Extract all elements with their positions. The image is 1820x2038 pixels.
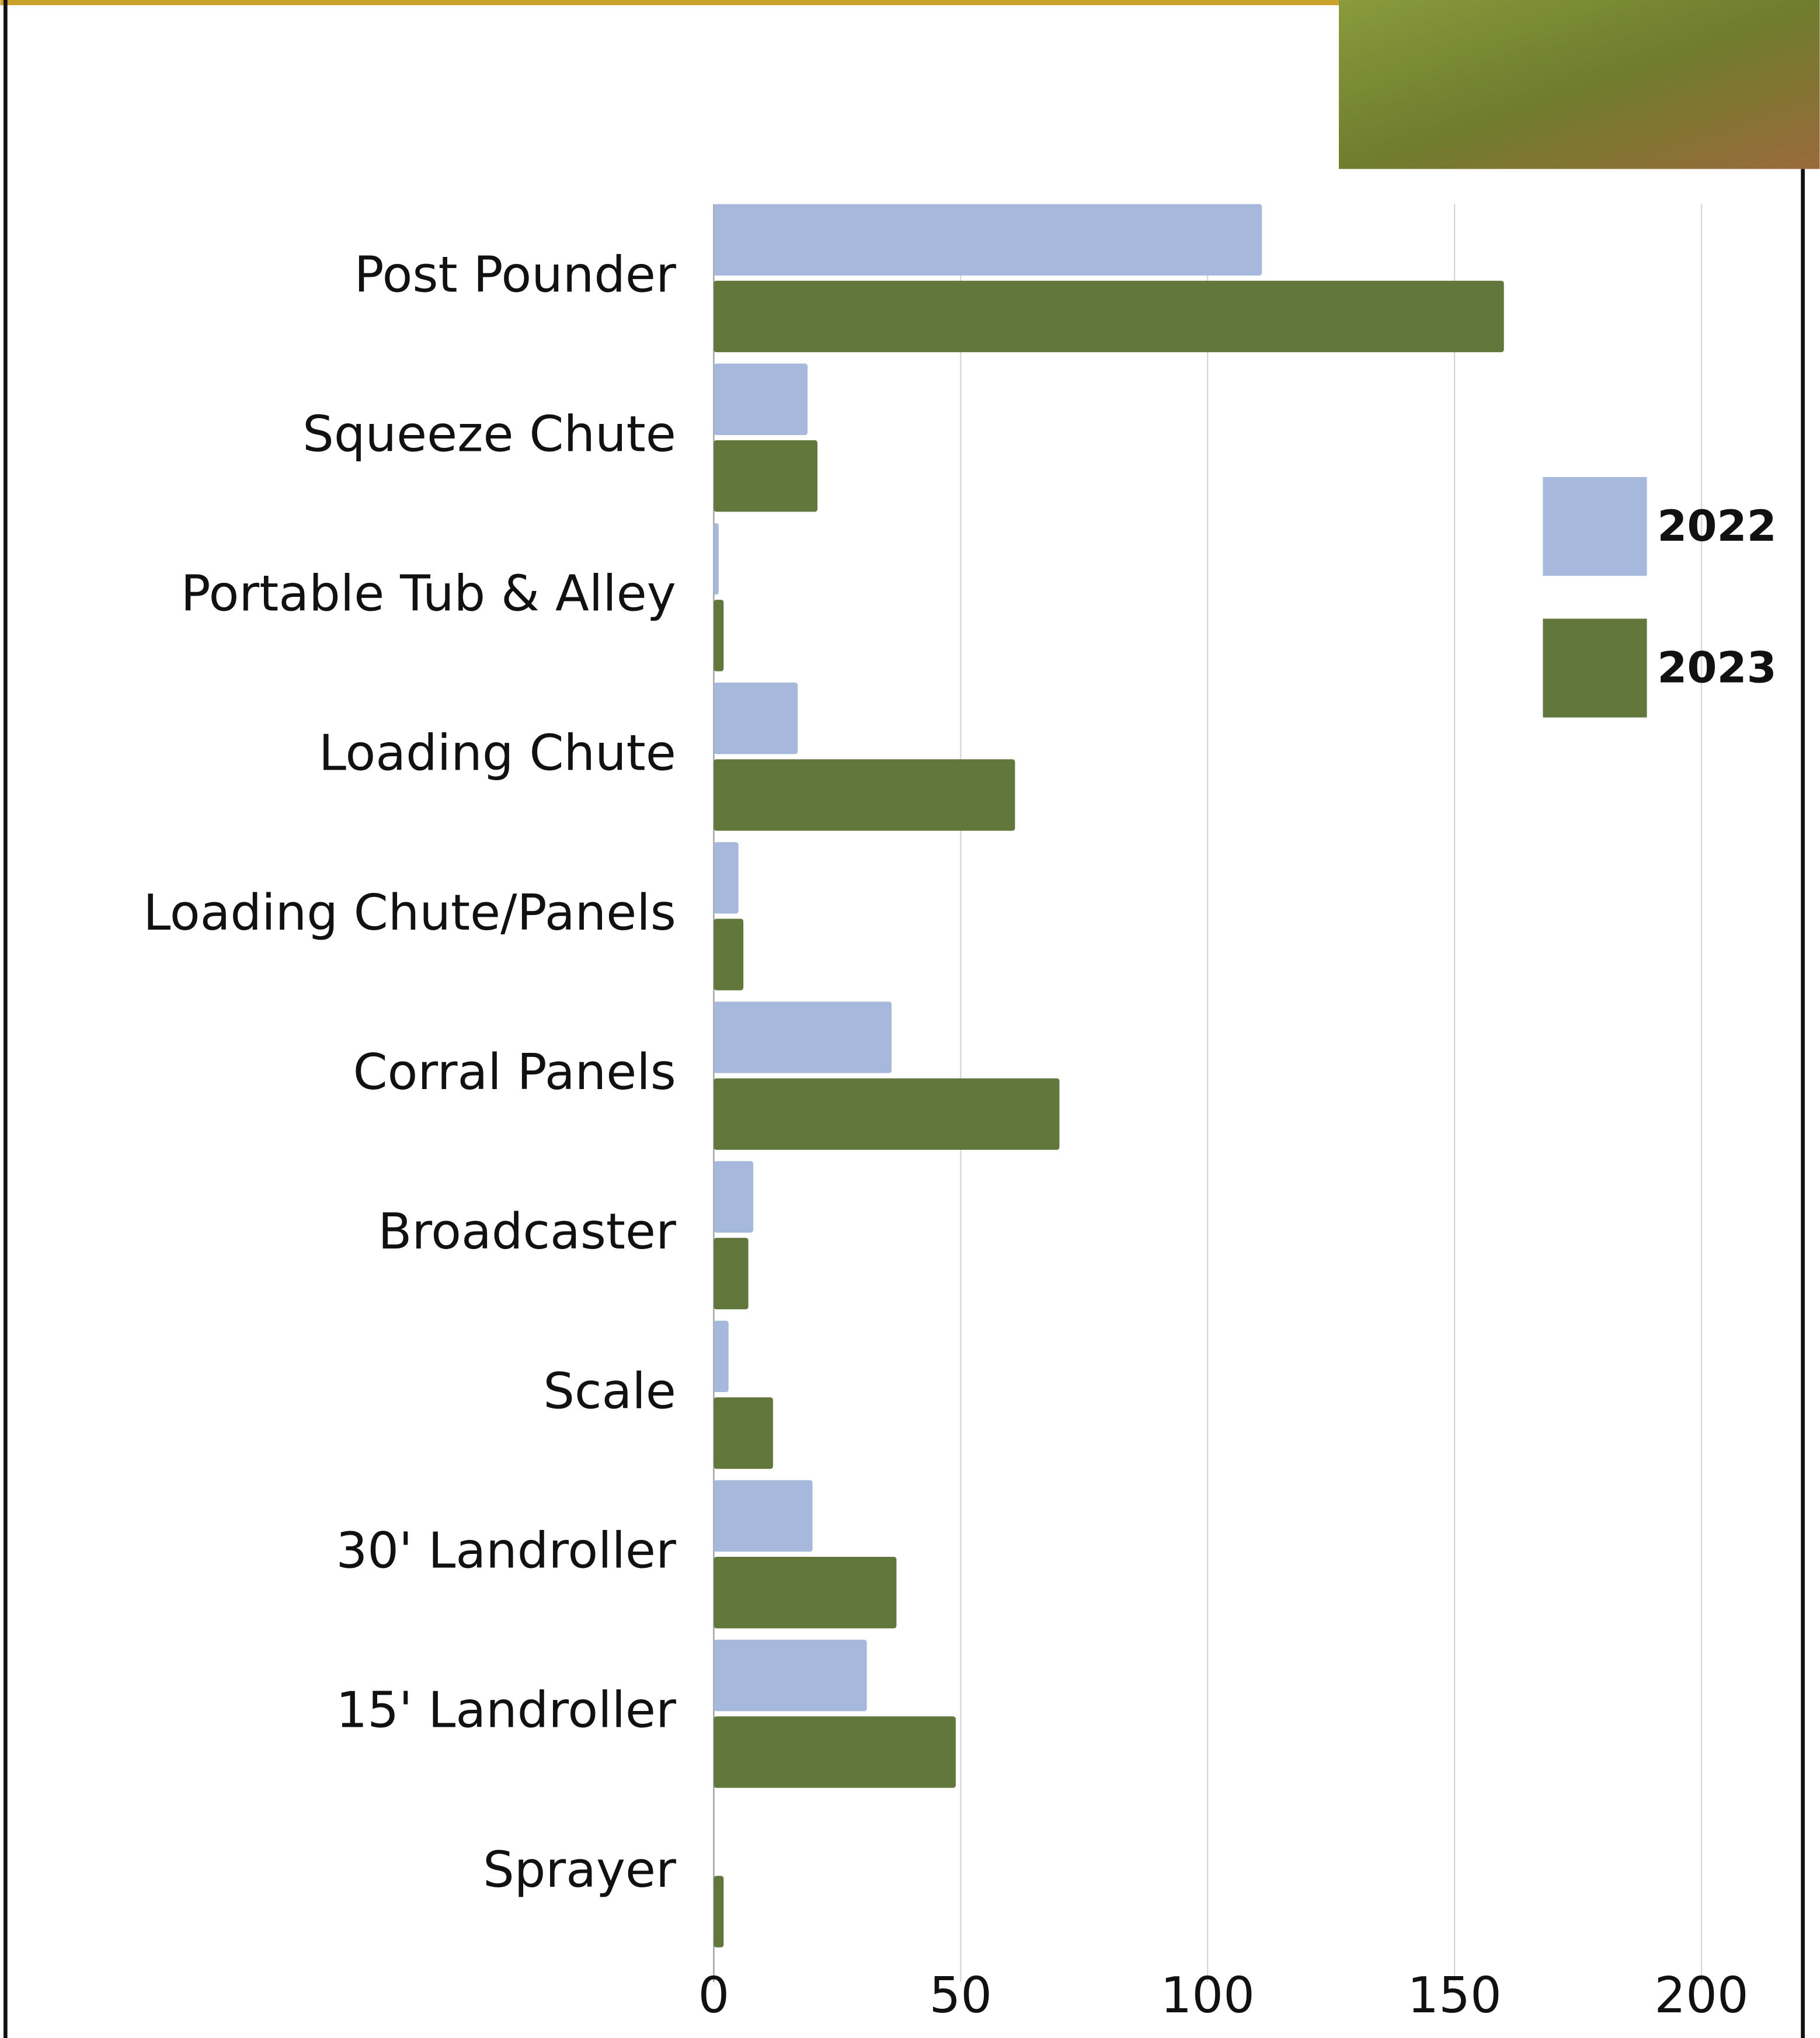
bar: [714, 842, 739, 914]
y-tick-label: Sprayer: [483, 1841, 676, 1898]
bar: [714, 1001, 892, 1073]
bar: [714, 600, 724, 672]
bar: [714, 363, 808, 436]
x-tick-label: 0: [698, 1967, 730, 2024]
photo: [1339, 0, 1820, 169]
bar: [714, 523, 719, 595]
legend-label: 2022: [1657, 502, 1776, 551]
y-tick-label: Scale: [543, 1362, 676, 1420]
bar: [714, 1237, 749, 1310]
bar: [714, 1557, 897, 1629]
bar: [714, 1876, 724, 1947]
legend-swatch: [1543, 477, 1647, 576]
x-tick-label: 200: [1654, 1967, 1748, 2024]
bar: [714, 919, 744, 990]
y-tick-label: Corral Panels: [353, 1044, 676, 1101]
bar: [714, 440, 818, 512]
y-tick-label: Broadcaster: [378, 1203, 676, 1260]
y-tick-label: Loading Chute: [319, 725, 676, 782]
bar: [714, 280, 1504, 353]
bar: [714, 759, 1015, 831]
bar: [714, 1078, 1060, 1150]
x-tick-label: 100: [1160, 1967, 1254, 2024]
x-tick-label: 150: [1407, 1967, 1501, 2024]
legend-label: 2023: [1657, 644, 1776, 693]
bar: [714, 1480, 813, 1552]
top-rule: [0, 0, 1339, 5]
bar: [714, 204, 1262, 276]
bar: [714, 1639, 867, 1712]
x-tick-label: 50: [930, 1967, 993, 2024]
legend-swatch: [1543, 618, 1647, 718]
bar: [714, 682, 798, 754]
y-tick-label: Squeeze Chute: [302, 405, 676, 462]
y-tick-label: Loading Chute/Panels: [143, 884, 676, 941]
y-tick-label: Post Pounder: [354, 246, 676, 303]
y-tick-label: 15' Landroller: [336, 1682, 677, 1739]
y-tick-label: Portable Tub & Alley: [181, 565, 676, 622]
bar: [714, 1320, 729, 1392]
plot: 0 50 100 150 200 Post Pounder Squeeze Chute Por…: [143, 204, 1777, 2024]
y-tick-label: 30' Landroller: [336, 1522, 677, 1580]
bar: [714, 1161, 754, 1233]
bar: [714, 1397, 773, 1469]
bar: [714, 1716, 956, 1788]
